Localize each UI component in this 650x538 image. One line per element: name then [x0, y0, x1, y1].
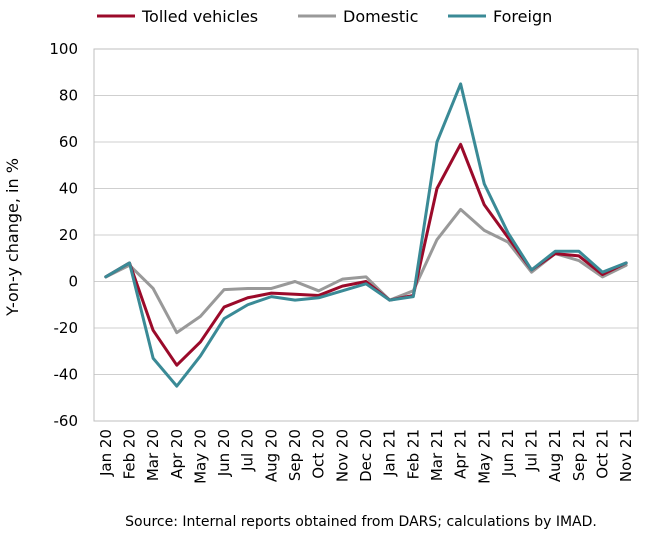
plot-frame	[93, 48, 639, 422]
x-tick-label: Dec 20	[357, 429, 375, 482]
source-note: Source: Internal reports obtained from D…	[125, 514, 597, 530]
legend-label-tolled-vehicles: Tolled vehicles	[141, 7, 258, 26]
x-tick-label: Mar 21	[428, 429, 446, 481]
y-tick-label: 80	[59, 87, 78, 105]
x-tick-label: Aug 20	[262, 429, 280, 482]
x-tick-label: Jun 21	[499, 429, 517, 477]
x-tick-label: Nov 20	[333, 429, 351, 482]
x-tick-label: Jun 20	[215, 429, 233, 477]
plot-area	[93, 48, 639, 422]
x-tick-label: Apr 20	[168, 429, 186, 479]
x-tick-label: Mar 20	[144, 429, 162, 481]
x-tick-label: Jan 20	[97, 429, 115, 477]
x-tick-label: Aug 21	[546, 429, 564, 482]
y-tick-label: -40	[54, 366, 79, 384]
y-tick-label: 100	[49, 40, 78, 58]
y-tick-label: 60	[59, 133, 78, 151]
x-tick-label: May 20	[191, 429, 209, 484]
x-tick-label: Oct 20	[310, 429, 328, 479]
x-tick-label: Oct 21	[594, 429, 612, 479]
x-tick-label: Jul 20	[239, 429, 257, 472]
y-tick-labels: -60 -40 -20 0 20 40 60 80 100	[49, 40, 78, 430]
series-line-tolled-vehicles	[104, 142, 628, 367]
y-tick-label: -20	[54, 319, 79, 337]
x-tick-label: May 21	[475, 429, 493, 484]
x-tick-label: Sep 20	[286, 429, 304, 481]
legend-label-foreign: Foreign	[493, 7, 552, 26]
x-tick-label: Jul 21	[523, 429, 541, 472]
y-tick-label: 40	[59, 180, 78, 198]
y-axis-title: Y-on-y change, in %	[3, 158, 22, 317]
x-tick-label: Sep 21	[570, 429, 588, 481]
series-line-foreign	[104, 82, 628, 388]
x-tick-label: Feb 21	[404, 429, 422, 479]
legend: Tolled vehicles Domestic Foreign	[97, 7, 552, 26]
series-line-domestic	[104, 207, 628, 335]
x-tick-label: Apr 21	[452, 429, 470, 479]
series-lines	[104, 82, 628, 388]
legend-label-domestic: Domestic	[343, 7, 418, 26]
y-tick-label: 20	[59, 226, 78, 244]
y-tick-label: 0	[68, 273, 78, 291]
x-tick-label: Nov 21	[617, 429, 635, 482]
y-tick-label: -60	[54, 412, 79, 430]
x-tick-label: Feb 20	[120, 429, 138, 479]
x-tick-labels: Jan 20 Feb 20 Mar 20 Apr 20 May 20 Jun 20 Jul …	[97, 429, 635, 484]
x-tick-label: Jan 21	[381, 429, 399, 477]
